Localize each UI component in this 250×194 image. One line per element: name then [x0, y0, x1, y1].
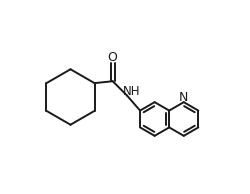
Text: O: O: [108, 51, 118, 64]
Text: NH: NH: [123, 85, 140, 98]
Text: N: N: [179, 91, 188, 104]
